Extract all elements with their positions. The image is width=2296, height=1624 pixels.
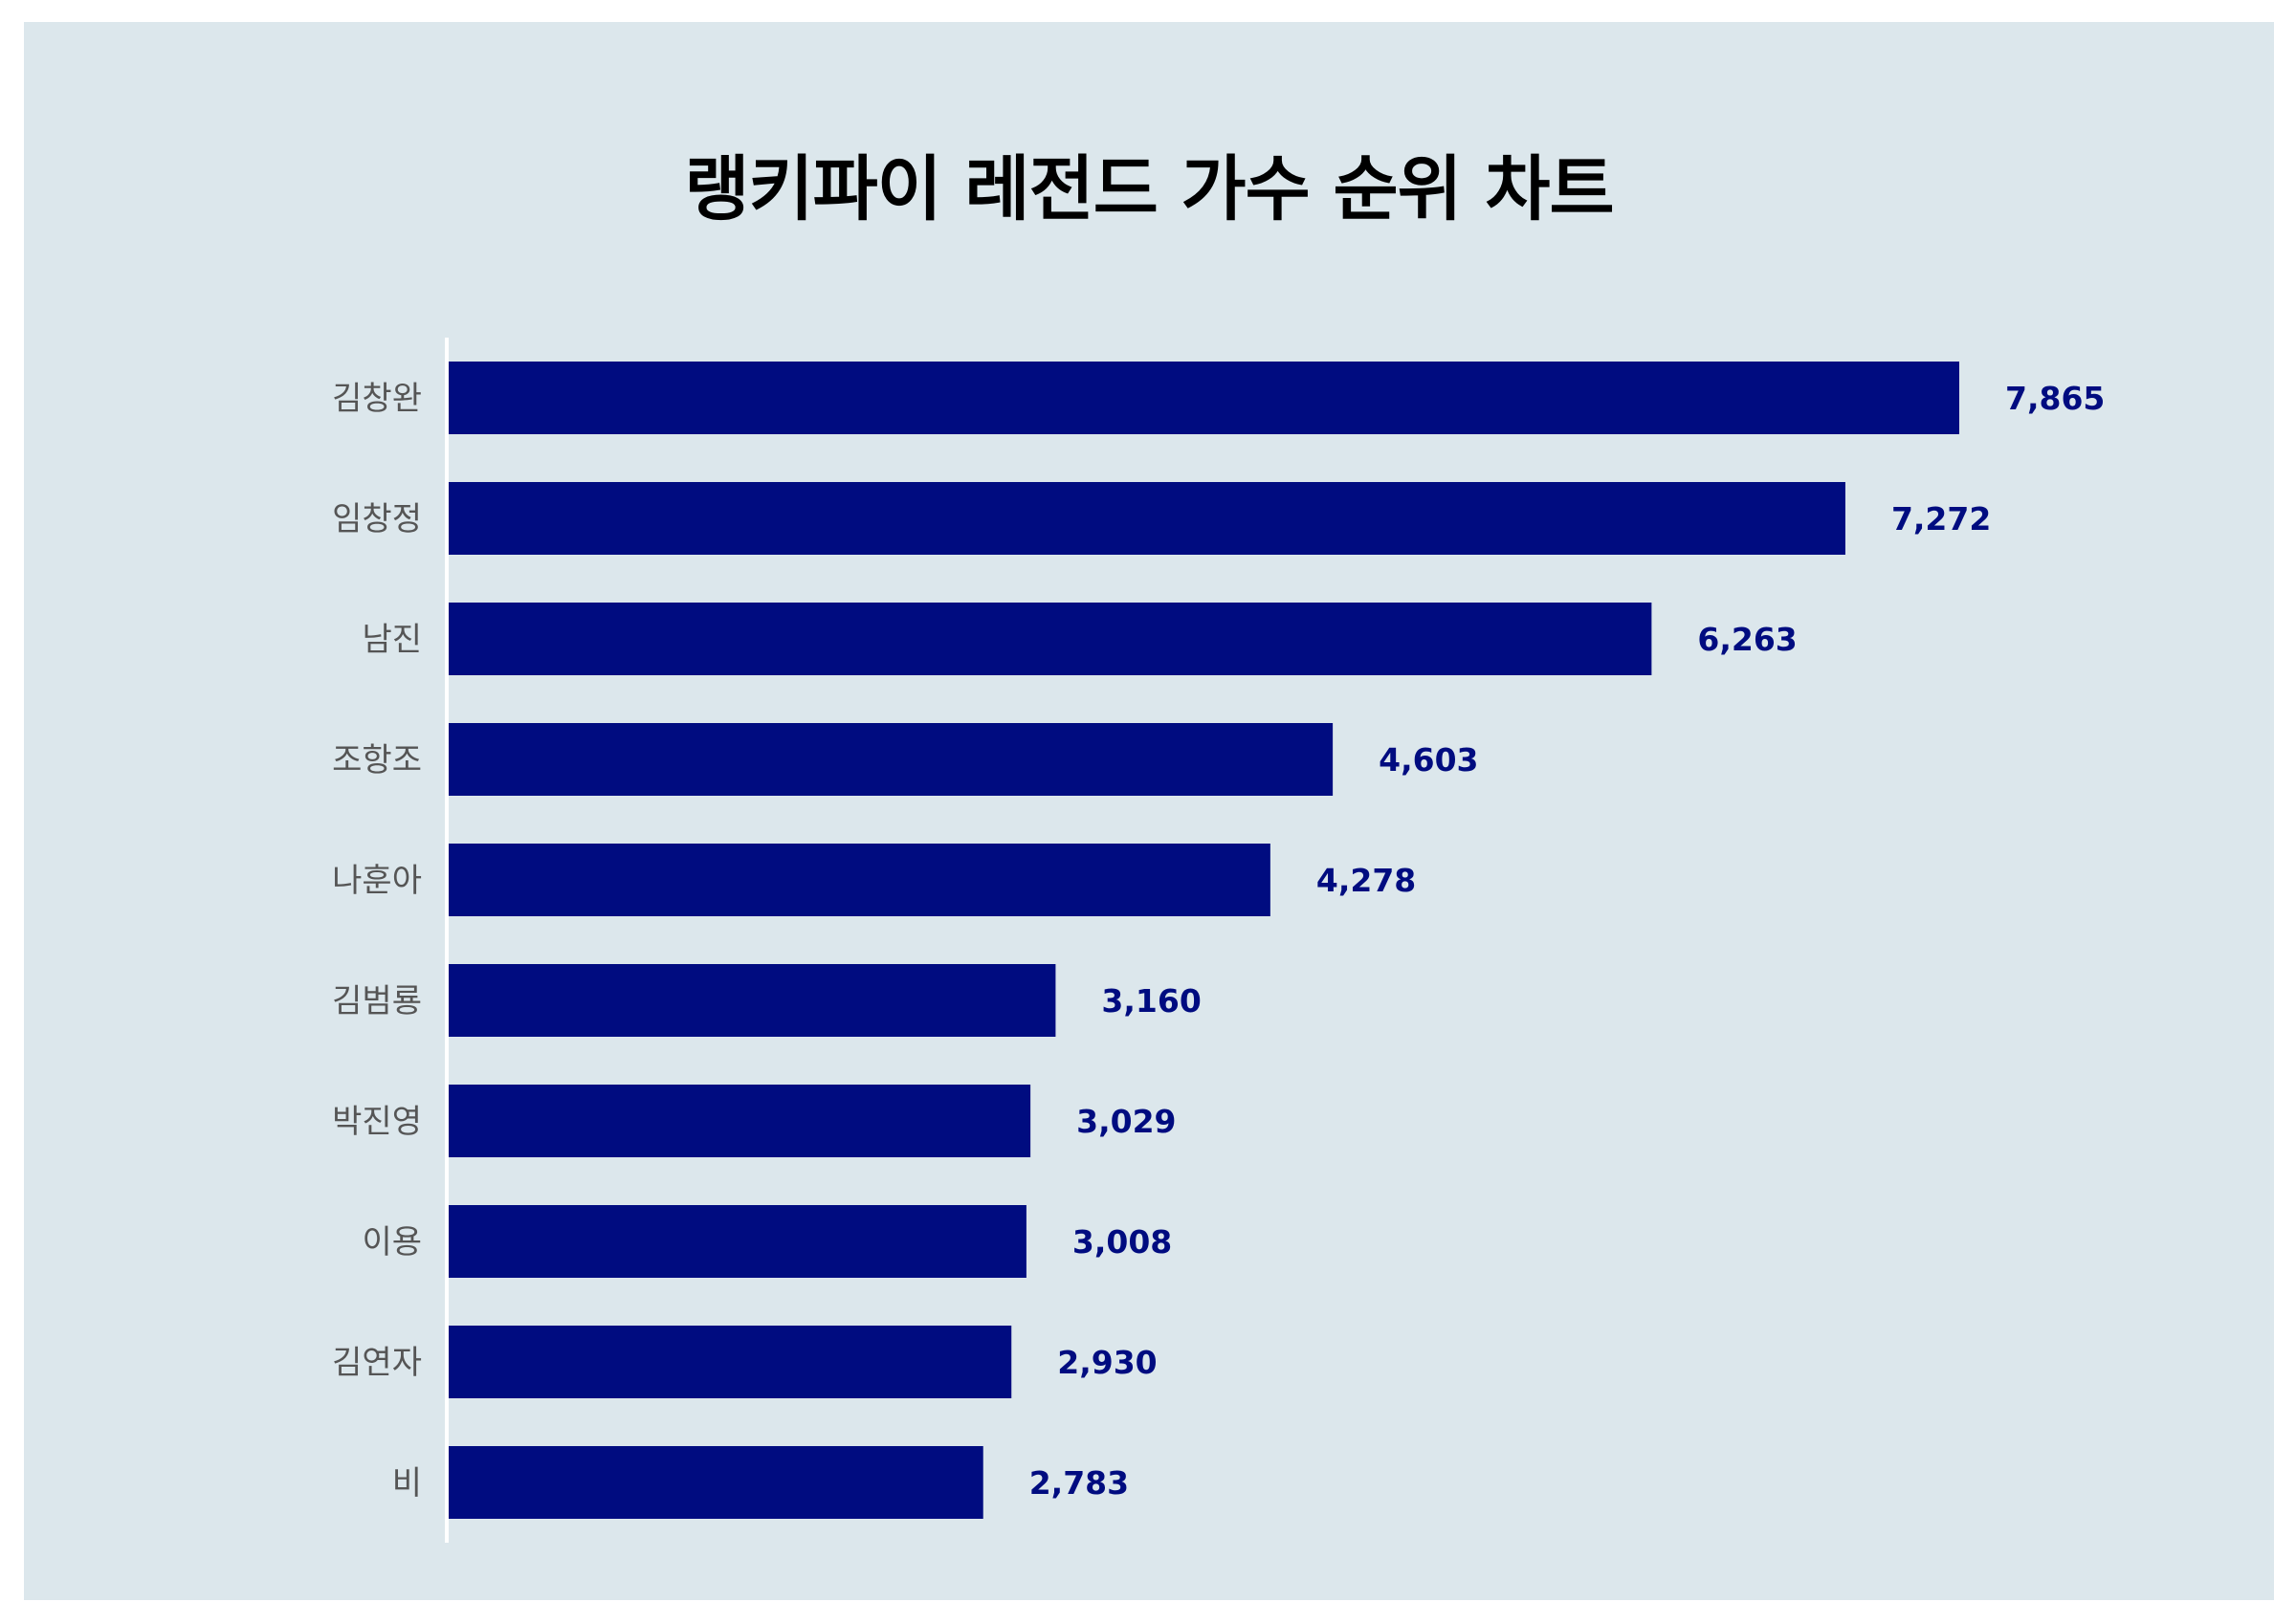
value-label: 3,029	[1076, 1103, 1176, 1140]
chart-title: 랭키파이 레전드 가수 순위 차트	[684, 148, 1614, 230]
category-label: 박진영	[332, 1103, 422, 1141]
value-label: 2,783	[1029, 1464, 1129, 1502]
category-label: 김범룡	[332, 982, 422, 1020]
bar-10	[449, 1446, 983, 1519]
bar-1	[449, 362, 1959, 434]
category-label: 비	[392, 1464, 422, 1503]
value-label: 4,278	[1316, 862, 1416, 899]
bar-5	[449, 844, 1270, 916]
bar-9	[449, 1326, 1012, 1398]
category-label: 이용	[362, 1223, 422, 1262]
category-label: 남진	[362, 621, 422, 659]
chart-card: 랭키파이 레전드 가수 순위 차트 김창완 7,865 임창정 7,272 남진 6,26…	[24, 22, 2274, 1600]
bar-8	[449, 1205, 1027, 1278]
value-label: 4,603	[1379, 741, 1478, 779]
value-label: 7,865	[2005, 380, 2105, 417]
category-label: 조항조	[332, 741, 422, 779]
category-label: 나훈아	[332, 862, 422, 900]
bar-7	[449, 1085, 1031, 1157]
category-label: 임창정	[332, 500, 422, 538]
bar-4	[449, 723, 1334, 796]
bar-6	[449, 964, 1056, 1037]
bar-3	[449, 603, 1652, 675]
category-label: 김연자	[332, 1344, 422, 1382]
bar-2	[449, 482, 1845, 555]
category-label: 김창완	[332, 380, 422, 418]
value-label: 7,272	[1891, 500, 1991, 538]
value-label: 3,160	[1101, 982, 1201, 1020]
value-label: 3,008	[1072, 1223, 1172, 1261]
value-label: 2,930	[1057, 1344, 1157, 1381]
bars-layer: 김창완 7,865 임창정 7,272 남진 6,263 조항조 4,603 나훈아 4,278 김…	[332, 362, 2105, 1519]
value-label: 6,263	[1697, 621, 1797, 658]
bar-chart: 김창완 7,865 임창정 7,272 남진 6,263 조항조 4,603 나훈아 4,278 김…	[332, 338, 2105, 1543]
